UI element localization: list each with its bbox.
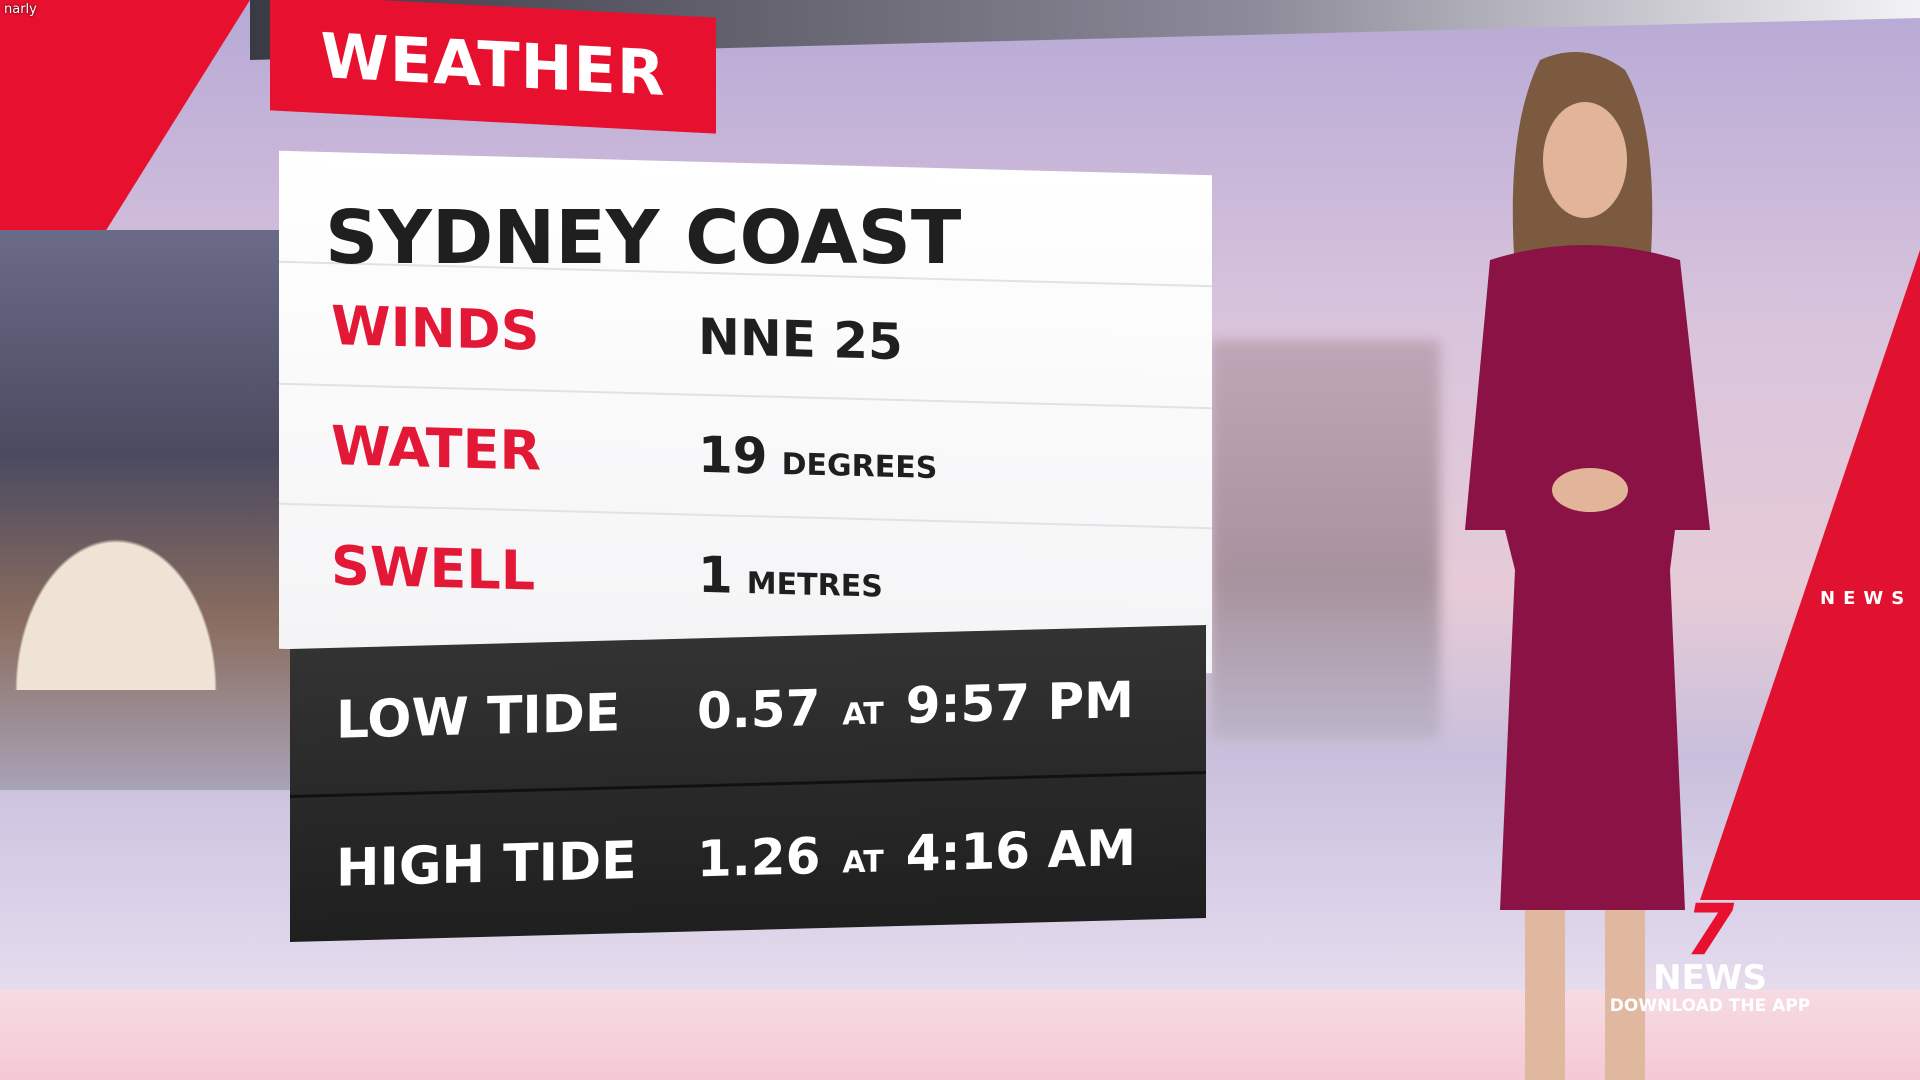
tide-value: 0.57 AT 9:57 PM [697, 671, 1134, 740]
unit: METRES [746, 566, 883, 605]
tide-time: 4:16 AM [905, 818, 1136, 883]
high-tide-row: HIGH TIDE 1.26 AT 4:16 AM [290, 771, 1206, 941]
weather-banner: WEATHER [270, 0, 716, 134]
row-value: 1 METRES [698, 546, 883, 609]
tide-label: LOW TIDE [336, 683, 621, 751]
row-value: 19 DEGREES [698, 426, 937, 490]
value: NNE 25 [698, 307, 903, 372]
tides-panel: LOW TIDE 0.57 AT 9:57 PM HIGH TIDE 1.26 AT 4… [290, 625, 1206, 942]
news-wordmark: NEWS [1653, 958, 1767, 998]
low-tide-row: LOW TIDE 0.57 AT 9:57 PM [290, 625, 1206, 795]
winds-row: WINDS NNE 25 [279, 260, 1212, 408]
tide-value: 1.26 AT 4:16 AM [697, 818, 1136, 887]
presenter-figure [1465, 52, 1710, 1080]
tide-height: 1.26 [697, 826, 821, 888]
at: AT [842, 696, 884, 733]
opera-house-image [0, 430, 290, 690]
row-value: NNE 25 [698, 308, 903, 371]
side-news-text: NEWS [1820, 588, 1913, 609]
seven-logo-mark: 7 [1685, 889, 1735, 971]
download-app-tagline: DOWNLOAD THE APP [1609, 996, 1811, 1016]
studio-floor [0, 990, 1920, 1080]
7news-logo: 7 NEWS DOWNLOAD THE APP [1600, 889, 1820, 1016]
value: 1 [698, 545, 733, 605]
panel-title: SYDNEY COAST [325, 195, 962, 281]
unit: DEGREES [781, 446, 938, 487]
value: 19 [698, 425, 768, 486]
row-label: SWELL [331, 534, 536, 603]
at: AT [842, 843, 884, 881]
tide-height: 0.57 [697, 679, 821, 741]
row-label: WINDS [331, 294, 540, 363]
tide-time: 9:57 PM [905, 670, 1134, 735]
tide-label: HIGH TIDE [336, 830, 637, 899]
background-buildings [1210, 340, 1440, 740]
row-label: WATER [331, 414, 542, 483]
overlay-tag: narly [4, 2, 37, 17]
